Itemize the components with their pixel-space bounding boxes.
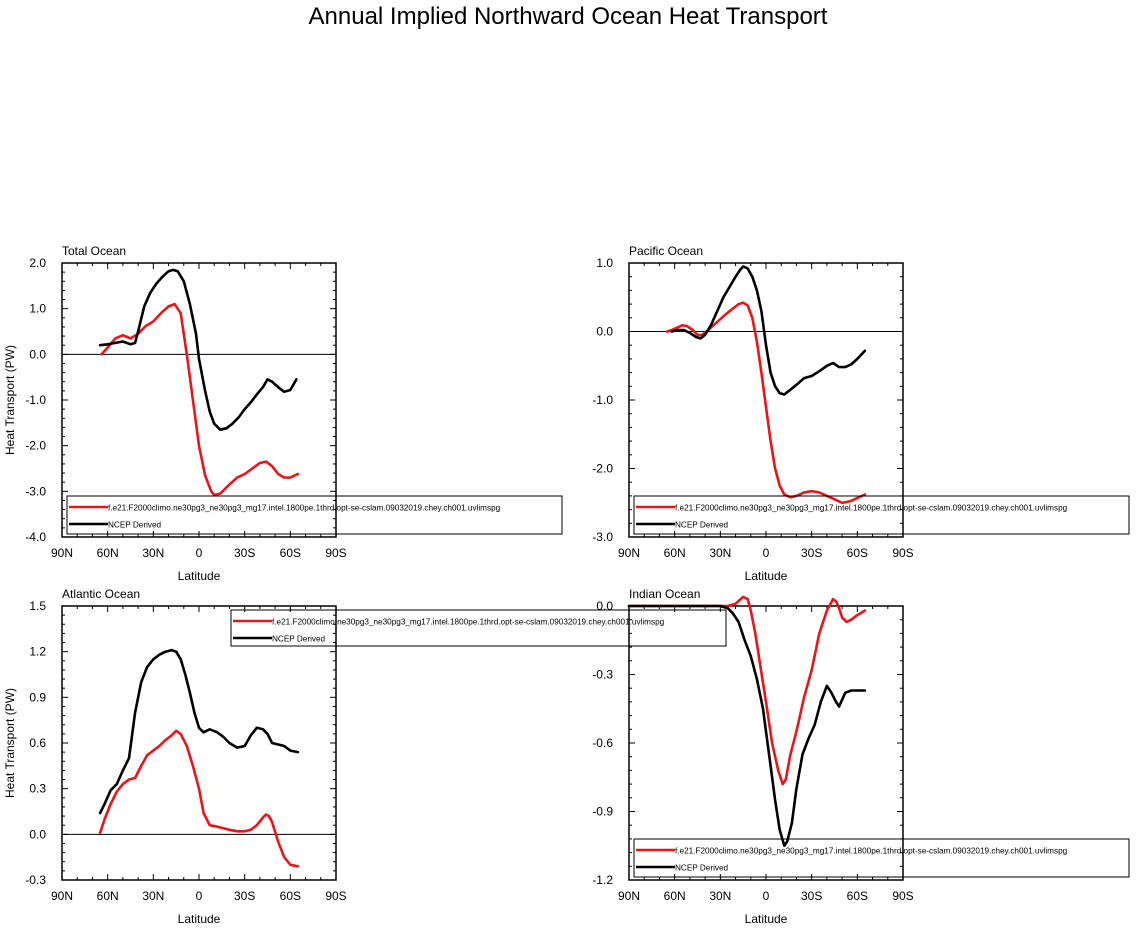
ncep-series-line xyxy=(627,604,867,848)
panel-atlantic-ocean: 90N 60N 30N 0 30S 60S 90S -0.3 0.0 0.3 0.6 0.9 1.2 1.… xyxy=(3,587,727,926)
y-tick-label: 1.0 xyxy=(29,302,46,316)
legend: f.e21.F2000climo.ne30pg3_ne30pg3_mg17.in… xyxy=(66,495,563,535)
y-tick-label: -3.0 xyxy=(592,530,613,544)
x-tick-label: 60S xyxy=(280,546,301,560)
x-tick-label: 60S xyxy=(847,546,868,560)
legend-label: NCEP Derived xyxy=(675,521,729,530)
x-tick-label: 30S xyxy=(234,546,255,560)
x-axis-label: Latitude xyxy=(745,569,788,583)
main-title: Annual Implied Northward Ocean Heat Tran… xyxy=(308,3,828,30)
x-tick-label: 90S xyxy=(325,889,346,903)
y-tick-label: 0.3 xyxy=(29,782,46,796)
model-series-line xyxy=(665,301,867,505)
y-tick-label: 0.0 xyxy=(596,325,613,339)
panel-title: Pacific Ocean xyxy=(629,244,703,258)
legend-box xyxy=(230,609,727,647)
x-tick-label: 30S xyxy=(801,889,822,903)
x-tick-label: 60N xyxy=(664,546,686,560)
y-tick-label: -0.9 xyxy=(592,805,613,819)
legend: f.e21.F2000climo.ne30pg3_ne30pg3_mg17.in… xyxy=(230,609,727,647)
x-tick-label: 90S xyxy=(325,546,346,560)
model-series-line xyxy=(627,595,867,786)
x-tick-label: 0 xyxy=(196,889,203,903)
legend: f.e21.F2000climo.ne30pg3_ne30pg3_mg17.in… xyxy=(633,495,1130,535)
y-tick-label: 1.0 xyxy=(596,256,613,270)
y-tick-label: -3.0 xyxy=(25,484,46,498)
x-tick-label: 90S xyxy=(892,889,913,903)
x-tick-label: 30S xyxy=(234,889,255,903)
x-tick-label: 60N xyxy=(664,889,686,903)
y-tick-label: -2.0 xyxy=(25,439,46,453)
x-tick-label: 90N xyxy=(51,889,73,903)
legend-label: f.e21.F2000climo.ne30pg3_ne30pg3_mg17.in… xyxy=(675,504,1068,513)
y-tick-label: 1.5 xyxy=(29,599,46,613)
ncep-series-line xyxy=(98,268,298,432)
x-tick-label: 60S xyxy=(280,889,301,903)
panel-title: Total Ocean xyxy=(62,244,126,258)
ncep-series-line xyxy=(98,648,300,815)
y-tick-label: 0.6 xyxy=(29,736,46,750)
x-tick-label: 90N xyxy=(618,546,640,560)
panel-total-ocean: 90N 60N 30N 0 30S 60S 90S -4.0 -3.0 -2.0 -1.0 0.0 1.… xyxy=(3,244,563,583)
y-tick-label: 0.0 xyxy=(29,827,46,841)
x-tick-label: 60N xyxy=(97,889,119,903)
panel-indian-ocean: 90N 60N 30N 0 30S 60S 90S -1.2 -0.9 -0.6 -0.3 0.0 In… xyxy=(592,587,1130,926)
y-tick-label: -0.6 xyxy=(592,736,613,750)
legend-label: NCEP Derived xyxy=(675,864,729,873)
y-axis-label: Heat Transport (PW) xyxy=(3,688,17,798)
x-tick-label: 30N xyxy=(709,546,731,560)
y-tick-label: 2.0 xyxy=(29,256,46,270)
y-tick-label: -1.0 xyxy=(592,393,613,407)
x-axis-label: Latitude xyxy=(178,569,221,583)
plot-frame xyxy=(61,605,337,881)
y-tick-label: -0.3 xyxy=(25,873,46,887)
x-tick-label: 60S xyxy=(847,889,868,903)
legend-label: NCEP Derived xyxy=(108,521,162,530)
x-tick-label: 90S xyxy=(892,546,913,560)
legend-label: f.e21.F2000climo.ne30pg3_ne30pg3_mg17.in… xyxy=(272,618,665,627)
legend-label: f.e21.F2000climo.ne30pg3_ne30pg3_mg17.in… xyxy=(675,847,1068,856)
x-axis-label: Latitude xyxy=(745,912,788,926)
y-tick-label: 0.0 xyxy=(596,599,613,613)
x-tick-label: 90N xyxy=(51,546,73,560)
x-axis-label: Latitude xyxy=(178,912,221,926)
y-tick-label: -1.2 xyxy=(592,873,613,887)
model-series-line xyxy=(98,729,300,868)
x-tick-label: 60N xyxy=(97,546,119,560)
x-tick-label: 90N xyxy=(618,889,640,903)
y-tick-label: -4.0 xyxy=(25,530,46,544)
y-tick-label: -1.0 xyxy=(25,393,46,407)
legend-box xyxy=(633,495,1130,535)
legend-box xyxy=(66,495,563,535)
y-axis-label: Heat Transport (PW) xyxy=(3,345,17,455)
y-tick-label: -2.0 xyxy=(592,462,613,476)
x-tick-label: 0 xyxy=(763,889,770,903)
legend-label: f.e21.F2000climo.ne30pg3_ne30pg3_mg17.in… xyxy=(108,504,501,513)
y-tick-label: 0.0 xyxy=(29,347,46,361)
x-tick-label: 30S xyxy=(801,546,822,560)
panel-pacific-ocean: 90N 60N 30N 0 30S 60S 90S -3.0 -2.0 -1.0 0.0 1.0 Pac… xyxy=(592,244,1130,583)
legend: f.e21.F2000climo.ne30pg3_ne30pg3_mg17.in… xyxy=(633,838,1130,878)
model-series-line xyxy=(100,302,300,497)
y-tick-label: 1.2 xyxy=(29,645,46,659)
legend-box xyxy=(633,838,1130,878)
y-tick-label: 0.9 xyxy=(29,690,46,704)
legend-label: NCEP Derived xyxy=(272,635,326,644)
x-tick-label: 0 xyxy=(763,546,770,560)
y-tick-label: -0.3 xyxy=(592,668,613,682)
panel-title: Indian Ocean xyxy=(629,587,700,601)
panel-title: Atlantic Ocean xyxy=(62,587,140,601)
x-tick-label: 30N xyxy=(709,889,731,903)
ncep-series-line xyxy=(670,265,867,396)
x-tick-label: 30N xyxy=(142,546,164,560)
x-tick-label: 0 xyxy=(196,546,203,560)
x-tick-label: 30N xyxy=(142,889,164,903)
